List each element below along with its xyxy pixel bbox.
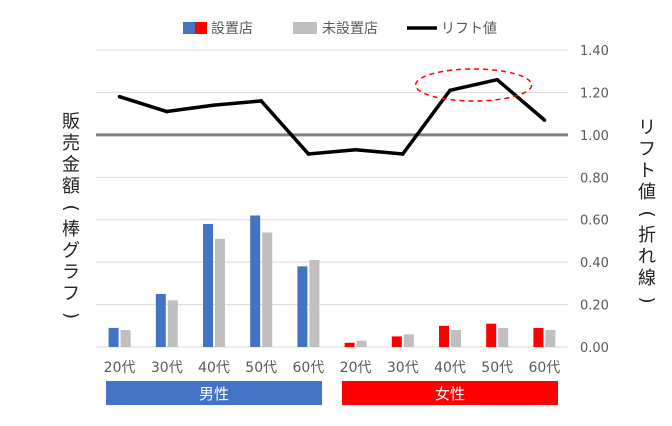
axis-label-char: ( [61, 204, 82, 211]
bar-installed [108, 327, 119, 347]
x-tick-label: 30代 [151, 360, 183, 376]
legend-label: リフト値 [441, 21, 497, 37]
lift-point [165, 109, 169, 114]
bar-installed [439, 325, 449, 347]
axis-label-char: 金 [62, 155, 80, 176]
x-tick-label: 40代 [434, 360, 466, 376]
axis-label-char: ト [638, 161, 656, 182]
group-bands: 男性 女性 [106, 381, 558, 405]
lift-point [448, 88, 452, 93]
bar-not-installed [262, 232, 273, 347]
gridlines [96, 49, 568, 348]
bar-not-installed [356, 340, 367, 347]
y2-tick-label: 0.40 [580, 256, 609, 271]
axis-label-char: フ [62, 284, 80, 305]
lift-point [542, 118, 547, 122]
lift-point [259, 99, 264, 103]
axis-label-char: ) [61, 312, 82, 319]
lift-point [117, 94, 122, 99]
y2-tick-label: 0.80 [580, 171, 609, 186]
lift-point [401, 152, 405, 156]
legend: 設置店 未設置店 リフト値 [183, 21, 497, 37]
x-tick-label: 50代 [481, 360, 513, 376]
lift-line [117, 77, 547, 156]
lift-point [212, 103, 216, 107]
group-band [106, 381, 322, 405]
bar-installed [391, 336, 402, 347]
bar-not-installed [403, 334, 414, 347]
group-band [342, 381, 558, 405]
lift-point [495, 77, 500, 82]
axis-label-char: 棒 [62, 219, 80, 240]
legend-swatch-not-installed [293, 22, 317, 34]
axis-label-char: 売 [62, 133, 80, 154]
lift-line-path [117, 77, 547, 156]
bar-not-installed [498, 327, 509, 347]
legend-swatch-installed-female [195, 22, 207, 34]
y2-axis-label: リフト値 ( 折れ線) [637, 118, 658, 304]
axis-label-char: 額 [62, 176, 80, 197]
bar-installed [297, 266, 308, 347]
axis-label-char: 販 [62, 112, 80, 133]
bar-installed [344, 342, 355, 347]
lift-point [306, 152, 311, 156]
bar-installed [155, 293, 166, 347]
bars [108, 215, 556, 347]
axis-label-char: ( [637, 210, 658, 217]
x-tick-label: 30代 [387, 360, 419, 376]
y2-tick-labels: 0.00 0.20 0.40 0.60 0.80 1.00 1.20 1.40 [580, 44, 609, 356]
axis-label-char: 値 [638, 182, 656, 203]
x-tick-label: 60代 [528, 360, 560, 376]
bar-not-installed [120, 330, 131, 347]
axis-label-char: れ [638, 247, 656, 268]
axis-label-char: ラ [62, 262, 80, 283]
bar-installed [203, 223, 213, 347]
group-label: 女性 [435, 385, 465, 403]
group-label: 男性 [199, 385, 229, 403]
bar-installed [533, 327, 544, 347]
x-tick-label: 20代 [104, 360, 136, 376]
bar-installed [250, 215, 261, 347]
y2-tick-label: 0.60 [580, 214, 609, 229]
legend-label: 未設置店 [322, 21, 378, 37]
axis-label-char: リ [638, 118, 656, 139]
axis-label-char: フ [638, 139, 656, 160]
axis-label-char: 折 [638, 225, 656, 246]
bar-not-installed [451, 330, 461, 347]
x-tick-label: 50代 [245, 360, 277, 376]
axis-label-char: ) [637, 296, 658, 303]
axis-label-char: 線 [638, 268, 656, 289]
legend-label: 設置店 [211, 21, 253, 37]
bar-installed [486, 323, 497, 347]
y2-tick-label: 1.20 [580, 86, 609, 101]
x-tick-labels: 20代 30代 40代 50代 60代 20代 30代 40代 50代 60代 [104, 360, 561, 376]
bar-not-installed [167, 300, 178, 347]
y2-tick-label: 0.20 [580, 299, 609, 314]
axis-label-char: グ [62, 241, 80, 262]
bar-not-installed [545, 330, 556, 347]
y2-tick-label: 0.00 [580, 341, 609, 356]
lift-point [353, 147, 358, 152]
x-tick-label: 40代 [198, 360, 230, 376]
y2-tick-label: 1.00 [580, 129, 609, 144]
highlight-ellipse-shape [414, 68, 533, 102]
x-tick-label: 60代 [292, 360, 324, 376]
y2-tick-label: 1.40 [580, 44, 609, 59]
bar-not-installed [309, 260, 320, 347]
legend-swatch-installed-male [183, 22, 195, 34]
bar-not-installed [215, 238, 225, 347]
highlight-ellipse [414, 68, 533, 102]
x-tick-label: 20代 [340, 360, 372, 376]
